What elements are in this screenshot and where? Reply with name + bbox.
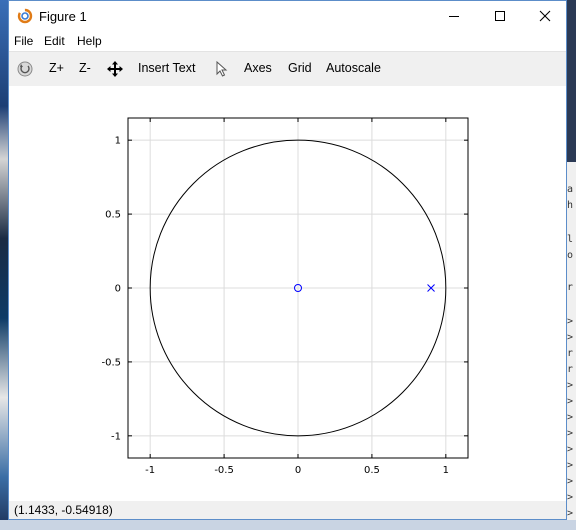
maximize-button[interactable] — [477, 1, 523, 31]
zoom-in-button[interactable]: Z+ — [49, 61, 64, 75]
y-tick-label: 0 — [115, 284, 121, 295]
y-tick-label: -1 — [111, 431, 121, 442]
x-tick-label: -0.5 — [214, 465, 234, 476]
pan-icon[interactable] — [107, 61, 123, 77]
axis-ticks: -1 -0.5 0 0.5 1 1 0.5 0 -0.5 -1 — [101, 118, 468, 476]
plot-area[interactable]: -1 -0.5 0 0.5 1 1 0.5 0 -0.5 -1 — [9, 86, 566, 501]
menu-file[interactable]: File — [14, 34, 33, 48]
cursor-coordinates: (1.1433, -0.54918) — [14, 503, 113, 517]
x-tick-label: 0.5 — [364, 465, 380, 476]
select-arrow-icon[interactable] — [214, 61, 230, 77]
menu-bar: File Edit Help — [9, 31, 566, 51]
menu-help[interactable]: Help — [77, 34, 102, 48]
zoom-out-button[interactable]: Z- — [79, 61, 91, 75]
axes-button[interactable]: Axes — [244, 61, 272, 75]
x-tick-label: 0 — [295, 465, 301, 476]
y-tick-label: 1 — [115, 136, 121, 147]
autoscale-button[interactable]: Autoscale — [326, 61, 381, 75]
x-tick-label: 1 — [443, 465, 449, 476]
insert-text-button[interactable]: Insert Text — [138, 61, 195, 75]
window-title: Figure 1 — [39, 9, 87, 24]
grid-lines — [128, 118, 468, 458]
status-bar: (1.1433, -0.54918) — [9, 501, 566, 519]
menu-edit[interactable]: Edit — [44, 34, 65, 48]
minimize-icon — [448, 10, 460, 22]
close-icon — [539, 10, 551, 22]
octave-app-icon — [17, 8, 33, 24]
y-tick-label: -0.5 — [101, 357, 121, 368]
minimize-button[interactable] — [431, 1, 477, 31]
y-tick-label: 0.5 — [105, 210, 121, 221]
title-bar[interactable]: Figure 1 — [9, 1, 566, 31]
close-button[interactable] — [522, 1, 568, 31]
desktop-background-bottom — [0, 520, 576, 530]
pole-zero-plot[interactable]: -1 -0.5 0 0.5 1 1 0.5 0 -0.5 -1 — [9, 86, 566, 501]
figure-window: Figure 1 File Edit Help Z+ Z- — [8, 0, 567, 520]
desktop-background-left — [0, 0, 8, 530]
maximize-icon — [494, 10, 506, 22]
toolbar: Z+ Z- Insert Text Axes Grid Autoscale — [9, 51, 566, 87]
grid-button[interactable]: Grid — [288, 61, 312, 75]
rotate-icon[interactable] — [17, 61, 33, 77]
x-tick-label: -1 — [145, 465, 155, 476]
